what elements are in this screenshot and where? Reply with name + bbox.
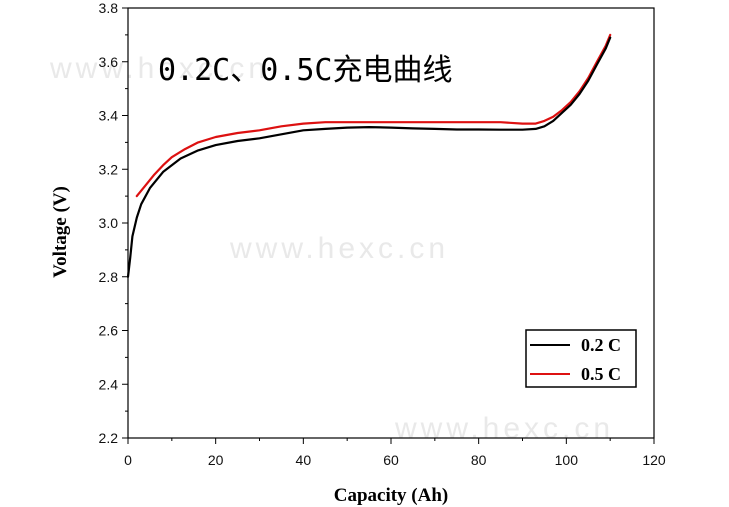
y-tick-label: 3.4 — [99, 108, 119, 124]
series-line-0.2c — [126, 36, 612, 278]
watermark-text: www.hexc.cn — [229, 232, 449, 265]
x-axis-title: Capacity (Ah) — [334, 485, 449, 506]
x-tick-label: 20 — [208, 452, 224, 468]
watermark-text: www.hexc.cn — [49, 52, 269, 85]
legend-label-0.2c: 0.2 C — [581, 335, 621, 355]
x-tick-label: 60 — [383, 452, 399, 468]
chart-title: 0.2C、0.5C充电曲线 — [158, 53, 453, 88]
x-tick-label: 40 — [296, 452, 312, 468]
y-tick-label: 3.0 — [99, 215, 119, 231]
y-axis-title: Voltage (V) — [50, 186, 71, 278]
y-tick-label: 2.2 — [99, 430, 119, 446]
legend: 0.2 C 0.5 C — [525, 329, 637, 388]
series-line-0.5c — [135, 33, 612, 198]
y-tick-label: 3.8 — [99, 0, 119, 16]
x-tick-label: 120 — [642, 452, 666, 468]
y-tick-label: 2.4 — [99, 376, 119, 392]
legend-label-0.5c: 0.5 C — [581, 364, 621, 384]
y-tick-label: 3.2 — [99, 161, 119, 177]
x-tick-label: 80 — [471, 452, 487, 468]
x-tick-label: 100 — [555, 452, 579, 468]
y-axis: 2.2 2.4 2.6 2.8 3.0 3.2 3.4 3.6 3.8 — [99, 0, 128, 446]
legend-box — [525, 329, 637, 388]
y-tick-label: 2.8 — [99, 269, 119, 285]
watermarks: www.hexc.cn www.hexc.cn www.hexc.cn — [49, 52, 614, 445]
x-tick-label: 0 — [124, 452, 132, 468]
x-axis: 0 20 40 60 80 100 120 — [124, 438, 666, 468]
series-layer — [126, 33, 612, 278]
y-tick-label: 2.6 — [99, 323, 119, 339]
y-tick-label: 3.6 — [99, 54, 119, 70]
plot-area: 0 20 40 60 80 100 120 2.2 2.4 2.6 2.8 3.0 3.2 3.4 3.6… — [99, 0, 666, 468]
watermark-text: www.hexc.cn — [394, 412, 614, 445]
